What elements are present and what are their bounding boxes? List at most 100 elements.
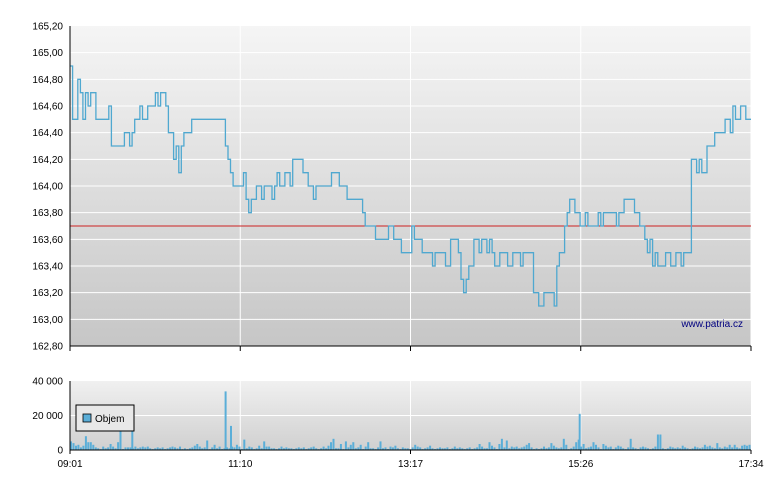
volume-bar [733, 444, 736, 450]
volume-bar [216, 448, 219, 450]
price-x-ticks [69, 346, 752, 351]
volume-bar [580, 446, 583, 450]
volume-bar [686, 448, 689, 450]
volume-bar [112, 446, 115, 450]
volume-bar [339, 444, 342, 450]
volume-bar [325, 448, 328, 450]
volume-bar [404, 448, 407, 450]
volume-bar [585, 448, 588, 450]
volume-bars [70, 391, 751, 450]
volume-bar [92, 444, 95, 450]
volume-bar [525, 444, 528, 450]
volume-bar [703, 444, 706, 450]
volume-grid [70, 381, 751, 450]
volume-bar [94, 447, 97, 450]
volume-bar [609, 446, 612, 450]
volume-bar [468, 447, 471, 450]
volume-bar [607, 447, 610, 450]
price-y-tick-label: 164,00 [32, 182, 63, 193]
volume-bar [746, 445, 748, 450]
price-y-tick-label: 163,00 [32, 315, 63, 326]
volume-bar [127, 447, 129, 450]
volume-bar [500, 438, 503, 450]
volume-bar [466, 448, 469, 450]
legend-swatch [82, 413, 92, 423]
volume-bar [406, 448, 409, 450]
volume-bar [634, 448, 637, 450]
volume-bar [154, 448, 157, 450]
volume-bar [426, 447, 429, 450]
volume-bar [260, 448, 263, 450]
price-y-tick-label: 165,20 [32, 22, 63, 33]
volume-bar [570, 448, 573, 450]
volume-bar [547, 447, 550, 450]
volume-bar [354, 448, 357, 450]
volume-bar [278, 448, 280, 450]
x-tick-label: 15:26 [568, 459, 593, 470]
volume-bar [391, 447, 394, 450]
volume-bar [451, 448, 454, 450]
volume-bar [176, 448, 179, 450]
volume-bar [699, 448, 701, 450]
volume-bar [161, 447, 164, 450]
volume-bar [562, 438, 565, 450]
volume-bar [290, 448, 293, 450]
volume-legend: Objem [75, 404, 135, 432]
volume-bar [401, 447, 404, 450]
volume-bar [721, 448, 724, 450]
price-y-tick-label: 163,60 [32, 235, 63, 246]
volume-bar [203, 447, 206, 450]
volume-bar [396, 448, 399, 450]
volume-bar [149, 448, 152, 450]
volume-bar [295, 448, 298, 450]
volume-bar [255, 448, 258, 450]
price-y-tick-label: 164,60 [32, 102, 63, 113]
volume-bar [679, 448, 682, 450]
volume-bar [109, 444, 112, 450]
price-y-tick-label: 162,80 [32, 342, 63, 353]
volume-bar [555, 447, 558, 450]
volume-bar [300, 448, 303, 450]
volume-bar [478, 444, 481, 450]
volume-bar [107, 447, 110, 450]
volume-bar [233, 447, 236, 450]
volume-bar [453, 446, 456, 450]
volume-bar [441, 448, 444, 450]
volume-bar [674, 448, 677, 450]
volume-bar [77, 444, 80, 450]
volume-bar [141, 446, 144, 450]
volume-bar [330, 442, 332, 450]
volume-bar [439, 447, 441, 450]
volume-bar [332, 438, 335, 450]
volume-bar [575, 442, 578, 450]
volume-bar [258, 445, 261, 450]
volume-bar [572, 446, 575, 450]
volume-bar [604, 445, 607, 450]
volume-bar [552, 445, 555, 450]
volume-bar [498, 444, 501, 450]
volume-bar [528, 443, 531, 450]
volume-bar [179, 446, 181, 450]
volume-bar [198, 446, 201, 450]
volume-bar [629, 438, 632, 450]
volume-bar [79, 447, 82, 450]
volume-bar [748, 444, 751, 450]
volume-bar [456, 448, 459, 450]
volume-bar [114, 448, 117, 450]
volume-bar [669, 446, 672, 450]
volume-bar [738, 448, 741, 450]
volume-bar [364, 446, 367, 450]
volume-bar [156, 447, 159, 450]
volume-bar [285, 447, 288, 450]
volume-bar [622, 448, 625, 450]
volume-bar [84, 436, 87, 450]
volume-bar [731, 447, 734, 450]
volume-bar [513, 447, 516, 450]
x-tick-label: 13:17 [398, 459, 423, 470]
volume-bar [515, 446, 518, 450]
volume-bar [696, 447, 699, 450]
volume-bar [171, 446, 174, 450]
volume-bar [89, 442, 92, 450]
volume-bar [736, 447, 739, 450]
